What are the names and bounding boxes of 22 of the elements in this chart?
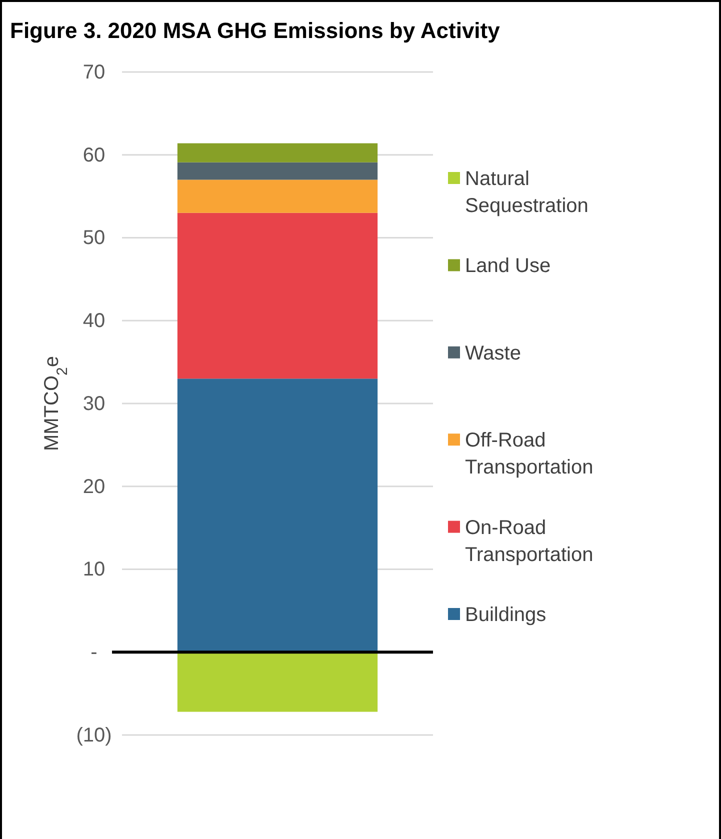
legend-label: Off-Road Transportation (465, 430, 594, 479)
bar (177, 143, 378, 162)
bar (177, 180, 378, 213)
bar (177, 212, 378, 379)
legend-label: On-Road Transportation (465, 516, 594, 566)
legend-label: Buildings (465, 604, 546, 626)
y-tick-label: 20 (82, 476, 106, 498)
y-tick-label: 70 (82, 61, 106, 84)
y-tick-label: 10 (82, 558, 106, 581)
y-tick-label: 60 (82, 144, 106, 166)
bar (177, 162, 378, 180)
bar (177, 652, 378, 712)
y-tick-label: 30 (82, 392, 106, 415)
y-tick-label: 50 (82, 227, 106, 250)
chart-title: Figure 3. 2020 MSA GHG Emissions by Activity (10, 18, 501, 43)
legend-label: Natural Sequestration (465, 168, 588, 217)
legend-label: Waste (465, 342, 521, 364)
legend-label: Land Use (465, 255, 551, 278)
y-tick-label: - (90, 642, 98, 664)
bar (177, 378, 378, 652)
y-tick-label: 40 (82, 310, 106, 332)
y-tick-label: (10) (76, 724, 112, 746)
